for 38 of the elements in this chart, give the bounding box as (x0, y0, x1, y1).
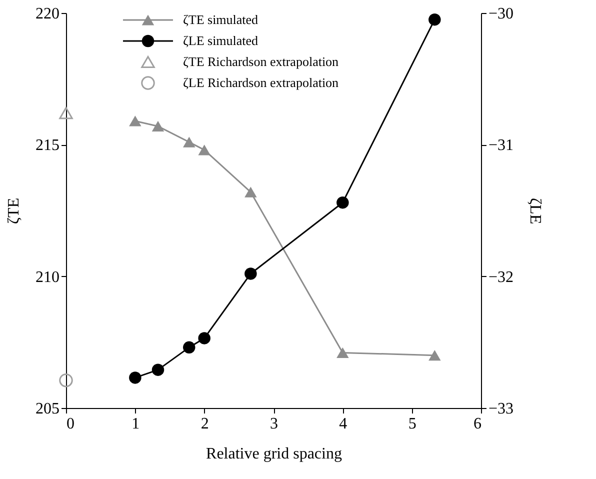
point (428, 13, 441, 26)
y2-tick-label: −33 (488, 400, 514, 418)
point (244, 268, 257, 280)
x-tick-label: 0 (66, 416, 74, 432)
point (152, 364, 164, 376)
point (182, 136, 196, 148)
y2-tick-label: −32 (488, 268, 514, 286)
point (428, 350, 441, 361)
y-tick-label: 210 (36, 268, 60, 286)
legend-label: ζTE simulated (183, 12, 259, 27)
x-tick-label: 2 (200, 416, 209, 432)
legend-label: ζLE simulated (183, 33, 259, 48)
x-tick-label: 5 (408, 416, 416, 432)
legend-label: ζTE Richardson extrapolation (183, 54, 340, 69)
point (59, 373, 73, 388)
y-axis-title: ζTE (6, 198, 22, 224)
point (336, 347, 349, 358)
point (182, 341, 196, 354)
x-axis-title: Relative grid spacing (206, 446, 342, 462)
y-tick-label: 205 (36, 400, 60, 418)
x-tick-label: 1 (132, 416, 140, 432)
y-tick-label: 220 (36, 6, 60, 22)
x-tick-label: 4 (339, 416, 348, 432)
y-tick-label: 215 (36, 137, 60, 154)
point (129, 372, 142, 384)
point (336, 196, 349, 209)
point (129, 116, 142, 126)
y2-axis-title: ζLE (526, 198, 544, 224)
y2-tick-label: −31 (488, 137, 514, 154)
point (152, 120, 164, 132)
point (198, 144, 210, 156)
x-tick-label: 3 (270, 416, 278, 432)
point (198, 332, 210, 344)
legend-label: ζLE Richardson extrapolation (183, 75, 340, 90)
point (244, 186, 257, 198)
point (59, 107, 73, 120)
y2-tick-label: −30 (488, 6, 514, 22)
x-tick-label: 6 (474, 416, 482, 432)
